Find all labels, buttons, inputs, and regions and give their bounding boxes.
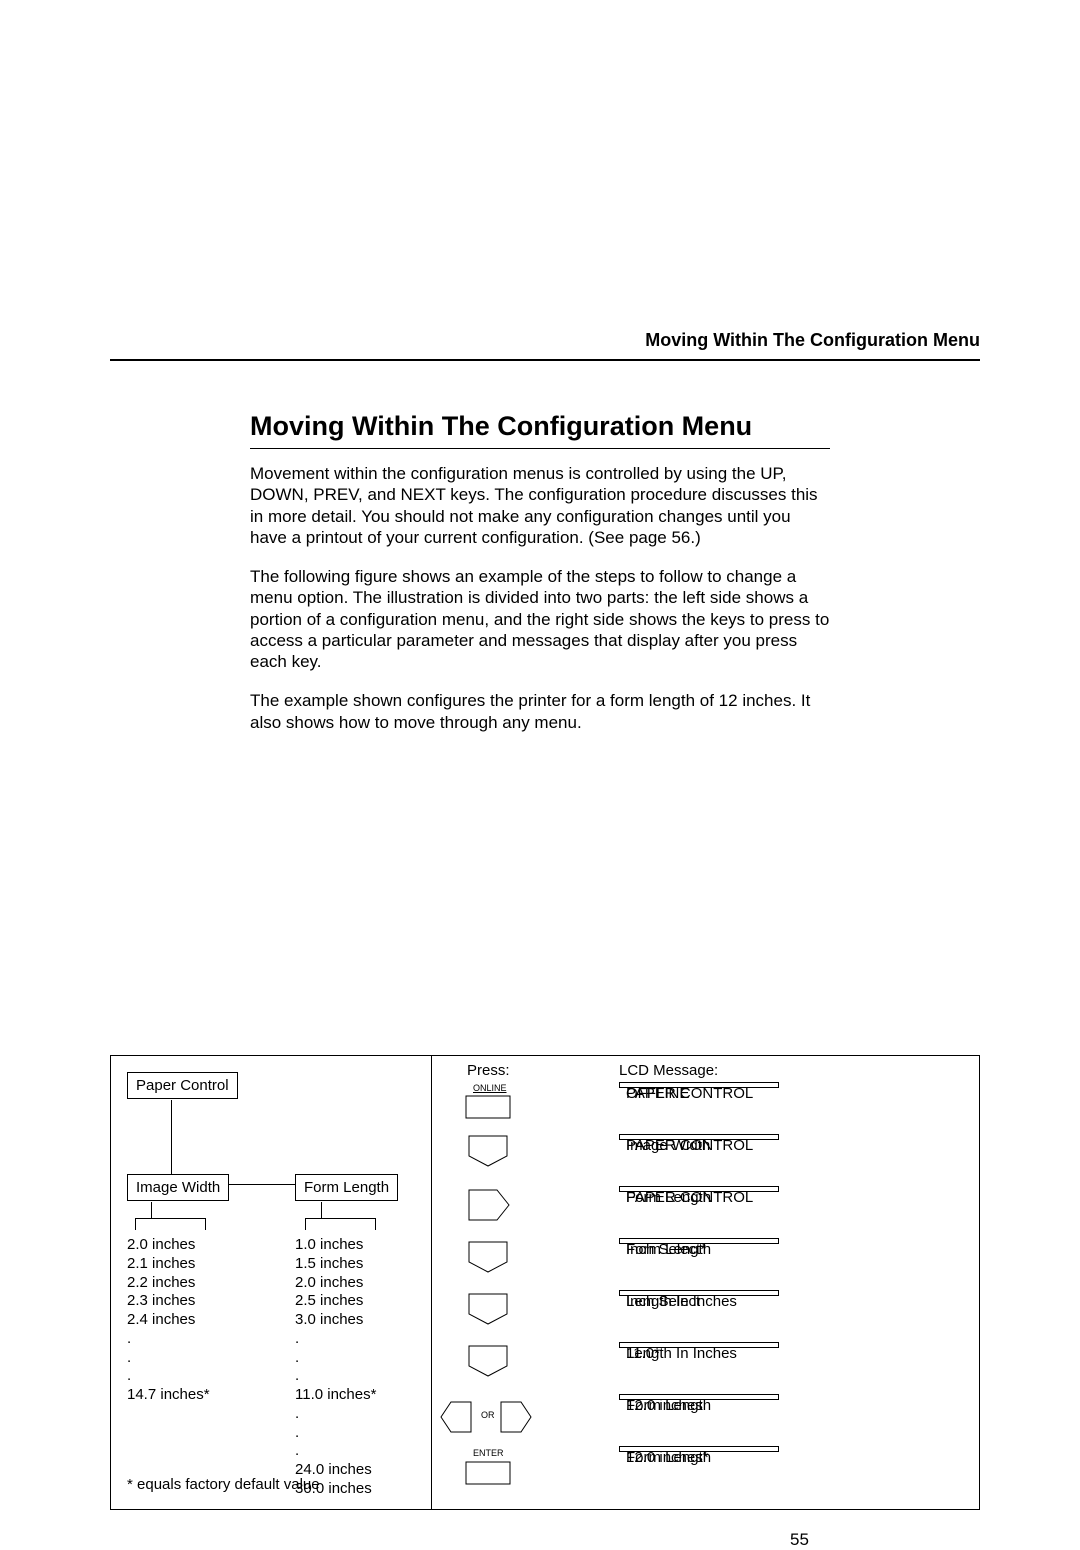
tree-line <box>171 1100 172 1184</box>
node-form-length: Form Length <box>295 1174 398 1201</box>
node-paper-control: Paper Control <box>127 1072 238 1099</box>
lcd-line: 12.0 inches <box>626 1397 703 1414</box>
lcd-line: Length In Inches <box>626 1293 737 1310</box>
next-button-icon <box>465 1188 511 1222</box>
lcd-line: PAPER CONTROL <box>626 1085 753 1102</box>
title-rule <box>250 448 830 449</box>
lcd-message-8: Form Length 12.0 inches* <box>619 1446 779 1452</box>
lcd-message-2: PAPER CONTROL Image Width <box>619 1134 779 1140</box>
image-width-values: 2.0 inches 2.1 inches 2.2 inches 2.3 inc… <box>127 1236 210 1405</box>
tree-line <box>305 1218 375 1219</box>
tree-line <box>375 1218 376 1230</box>
lcd-line: 12.0 inches* <box>626 1449 709 1466</box>
paragraph-1: Movement within the configuration menus … <box>250 463 830 548</box>
lcd-message-3: PAPER CONTROL Form Length <box>619 1186 779 1192</box>
tree-line <box>151 1202 152 1218</box>
lcd-message-7: Form Length 12.0 inches <box>619 1394 779 1400</box>
online-button-icon <box>465 1088 511 1122</box>
footnote: * equals factory default value <box>127 1476 320 1493</box>
tree-line <box>135 1218 205 1219</box>
lcd-message-1: OFFLINE PAPER CONTROL <box>619 1082 779 1088</box>
page-number: 55 <box>790 1530 809 1550</box>
lcd-message-6: Length In Inches 11.0* <box>619 1342 779 1348</box>
form-length-values: 1.0 inches 1.5 inches 2.0 inches 2.5 inc… <box>295 1236 376 1499</box>
tree-line <box>205 1218 206 1230</box>
figure-config-menu: Paper Control Image Width Form Length 2.… <box>110 1055 980 1510</box>
tree-line <box>305 1218 306 1230</box>
lcd-message-5: Inch Select Length In Inches <box>619 1290 779 1296</box>
paragraph-2: The following figure shows an example of… <box>250 566 830 672</box>
tree-line <box>135 1218 136 1230</box>
down-button-icon <box>465 1344 511 1378</box>
lcd-line: Image Width <box>626 1137 710 1154</box>
lcd-label: LCD Message: <box>619 1062 718 1081</box>
lcd-line: Inch Select* <box>626 1241 706 1258</box>
paragraph-3: The example shown configures the printer… <box>250 690 830 733</box>
press-label: Press: <box>467 1062 510 1081</box>
tree-line <box>321 1202 322 1218</box>
node-image-width: Image Width <box>127 1174 229 1201</box>
lcd-line: Form Length <box>626 1189 711 1206</box>
lcd-line: 11.0* <box>626 1345 660 1362</box>
enter-button-icon <box>465 1454 511 1488</box>
down-button-icon <box>465 1240 511 1274</box>
enter-button-label: ENTER <box>473 1448 504 1458</box>
down-button-icon <box>465 1134 511 1168</box>
online-button-label: ONLINE <box>473 1083 507 1093</box>
figure-divider <box>431 1056 432 1509</box>
down-button-icon <box>465 1292 511 1326</box>
lcd-message-4: Form Length Inch Select* <box>619 1238 779 1244</box>
page-title: Moving Within The Configuration Menu <box>250 411 830 442</box>
running-head: Moving Within The Configuration Menu <box>110 330 980 361</box>
or-label: OR <box>481 1410 495 1420</box>
